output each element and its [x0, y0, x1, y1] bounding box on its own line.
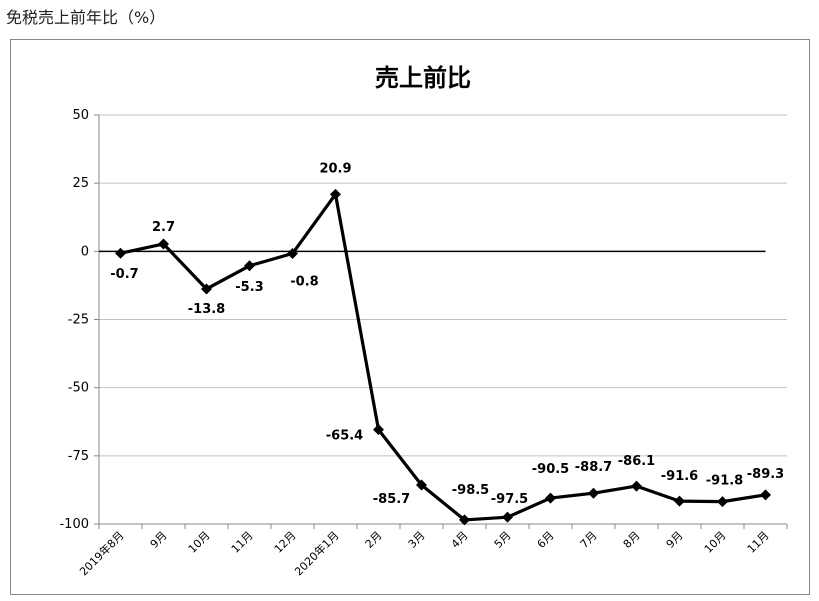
x-tick-label: 3月 — [406, 529, 428, 551]
data-point-marker — [717, 496, 728, 508]
data-point-marker — [459, 514, 470, 526]
y-tick-label: -25 — [68, 313, 89, 328]
y-tick-label: 25 — [72, 176, 89, 191]
data-label: -89.3 — [747, 467, 784, 482]
data-point-marker — [588, 487, 599, 499]
y-tick-label: 50 — [72, 108, 89, 123]
data-point-marker — [201, 283, 212, 295]
x-tick-label: 8月 — [621, 529, 643, 551]
data-point-marker — [287, 248, 298, 260]
data-label: -97.5 — [491, 492, 528, 507]
data-label: -5.3 — [235, 280, 263, 295]
x-tick-label: 6月 — [535, 529, 557, 551]
data-label: -98.5 — [452, 483, 489, 498]
x-tick-label: 7月 — [578, 529, 600, 551]
y-tick-label: -75 — [68, 449, 89, 464]
data-label: -13.8 — [188, 302, 225, 317]
data-label: -86.1 — [618, 454, 655, 469]
data-point-marker — [760, 489, 771, 501]
x-tick-label: 11月 — [745, 529, 772, 556]
data-point-marker — [244, 260, 255, 272]
data-point-marker — [674, 495, 685, 507]
chart-title: 売上前比 — [375, 64, 471, 92]
data-label: 2.7 — [152, 220, 175, 235]
chart-caption: 免税売上前年比（%） — [6, 8, 166, 27]
x-tick-label: 9月 — [664, 529, 686, 551]
x-tick-label: 10月 — [186, 529, 213, 556]
data-label: -0.7 — [110, 267, 138, 282]
data-point-marker — [502, 511, 513, 523]
data-label: -91.6 — [661, 469, 698, 484]
data-label: -85.7 — [373, 492, 410, 507]
data-label: -65.4 — [326, 429, 363, 444]
y-tick-label: -100 — [59, 517, 89, 532]
x-tick-label: 11月 — [229, 529, 256, 556]
x-tick-label: 4月 — [449, 529, 471, 551]
data-point-marker — [545, 492, 556, 504]
y-tick-label: 0 — [81, 244, 89, 259]
data-label: -88.7 — [575, 460, 612, 475]
x-tick-label: 5月 — [492, 529, 514, 551]
x-tick-label: 2019年8月 — [76, 528, 126, 578]
data-label: -91.8 — [706, 474, 743, 489]
x-tick-label: 2月 — [363, 529, 385, 551]
data-label: 20.9 — [319, 161, 351, 176]
data-point-marker — [158, 238, 169, 250]
x-tick-label: 10月 — [702, 529, 729, 556]
x-tick-label: 2020年1月 — [291, 528, 341, 578]
data-point-marker — [416, 479, 427, 491]
data-label: -0.8 — [290, 275, 318, 290]
data-point-marker — [631, 480, 642, 492]
data-point-marker — [373, 424, 384, 436]
series-line — [120, 192, 766, 522]
data-point-marker — [115, 247, 126, 259]
x-tick-label: 9月 — [148, 529, 170, 551]
data-label: -90.5 — [532, 462, 569, 477]
y-tick-label: -50 — [68, 381, 89, 396]
data-point-marker — [330, 188, 341, 200]
x-tick-label: 12月 — [272, 529, 299, 556]
